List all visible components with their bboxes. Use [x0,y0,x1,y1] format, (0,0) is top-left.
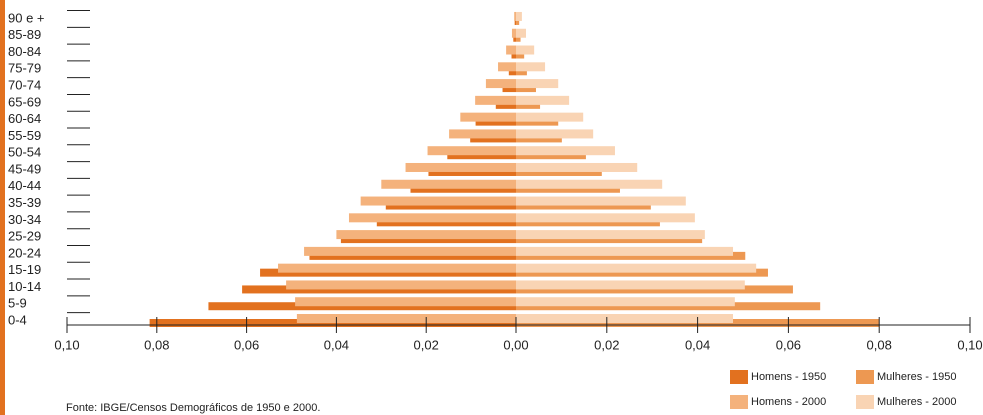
bar [360,196,516,206]
x-tick-label: 0,02 [414,337,439,352]
bar [427,146,516,156]
x-tick-label: 0,06 [776,337,801,352]
bar [405,162,516,172]
bar [296,314,516,323]
bar [516,129,594,139]
bar [516,280,745,290]
y-tick-label: 45-49 [8,161,41,176]
y-tick-label: 60-64 [8,111,41,126]
bar [381,179,516,189]
legend-swatch [730,370,748,384]
bar [348,213,516,223]
bar [516,246,734,256]
bar [511,28,516,38]
bar [516,314,734,323]
bar [506,45,516,55]
y-tick-label: 90 e + [8,10,45,25]
bar [286,280,516,290]
y-tick-label: 5-9 [8,296,27,311]
y-tick-label: 20-24 [8,245,41,260]
x-tick-label: 0,10 [957,337,982,352]
y-tick-label: 50-54 [8,145,41,160]
y-tick-label: 80-84 [8,44,41,59]
y-tick-label: 70-74 [8,78,41,93]
bar [516,95,570,105]
bar [516,79,559,89]
bar [516,196,686,206]
bar [516,230,705,240]
x-tick-label: 0,00 [503,337,528,352]
x-tick-label: 0,06 [234,337,259,352]
legend-swatch [856,395,874,409]
bar [516,33,521,42]
bar [514,11,516,21]
bar [516,146,615,156]
bar [516,213,695,223]
legend-swatch [730,395,748,409]
bar [336,230,516,240]
bar [278,263,516,273]
bar [516,263,757,273]
x-tick-label: 0,10 [54,337,79,352]
bar [516,112,584,122]
y-tick-label: 75-79 [8,61,41,76]
y-tick-label: 40-44 [8,178,41,193]
bar [516,162,638,172]
x-tick-label: 0,08 [867,337,892,352]
bar [498,62,516,72]
bar [513,33,516,42]
y-tick-label: 85-89 [8,27,41,42]
y-tick-label: 10-14 [8,279,41,294]
y-tick-label: 30-34 [8,212,41,227]
bar [516,62,546,72]
y-tick-label: 25-29 [8,229,41,244]
legend-label: Homens - 1950 [751,371,826,383]
legend-swatch [856,370,874,384]
bar [516,297,735,307]
bar [460,112,516,122]
y-tick-label: 15-19 [8,262,41,277]
y-tick-label: 0-4 [8,312,27,327]
bar [295,297,516,307]
legend-label: Mulheres - 2000 [877,396,957,408]
y-tick-label: 35-39 [8,195,41,210]
bar [516,45,535,55]
legend-label: Homens - 2000 [751,396,826,408]
bar [516,179,663,189]
bar [304,246,516,256]
y-tick-label: 65-69 [8,94,41,109]
x-tick-label: 0,04 [324,337,349,352]
x-tick-label: 0,02 [594,337,619,352]
bar [516,11,522,21]
bar [485,79,516,89]
bar [449,129,516,139]
source-note: Fonte: IBGE/Censos Demográficos de 1950 … [66,402,320,414]
legend-label: Mulheres - 1950 [877,371,957,383]
bar [516,28,526,38]
x-tick-label: 0,08 [144,337,169,352]
side-strip [0,0,5,415]
bar [475,95,516,105]
y-tick-label: 55-59 [8,128,41,143]
x-tick-label: 0,04 [685,337,710,352]
